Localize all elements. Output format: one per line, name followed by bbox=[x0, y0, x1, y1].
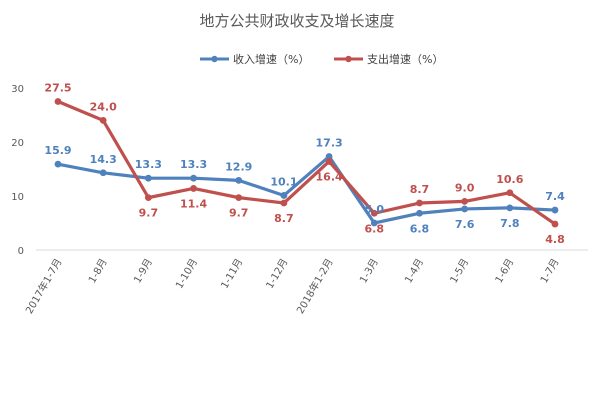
data-label: 9.7 bbox=[139, 207, 159, 220]
data-point bbox=[235, 194, 243, 202]
data-point bbox=[551, 220, 559, 228]
x-tick-label: 1-6月 bbox=[493, 257, 517, 286]
x-tick-label: 2018年1-2月 bbox=[294, 256, 336, 316]
data-label: 10.1 bbox=[270, 175, 297, 188]
legend-marker-expense bbox=[345, 55, 352, 63]
data-point bbox=[416, 209, 423, 217]
data-point bbox=[551, 206, 559, 214]
x-tick-label: 1-8月 bbox=[86, 257, 110, 286]
x-tick-label: 1-7月 bbox=[538, 257, 562, 286]
data-point bbox=[144, 174, 152, 182]
data-label: 13.3 bbox=[180, 158, 207, 171]
data-label: 12.9 bbox=[225, 160, 252, 173]
data-label: 8.7 bbox=[410, 183, 430, 196]
data-point bbox=[280, 199, 288, 207]
data-label: 7.8 bbox=[500, 217, 520, 230]
data-point bbox=[416, 199, 423, 207]
data-point bbox=[99, 169, 107, 177]
x-tick-label: 1-9月 bbox=[131, 257, 155, 286]
data-label: 15.9 bbox=[44, 144, 71, 157]
y-tick-label: 10 bbox=[11, 192, 24, 203]
data-label: 10.6 bbox=[496, 173, 523, 186]
y-tick-label: 30 bbox=[11, 84, 24, 95]
x-tick-label: 1-4月 bbox=[402, 257, 426, 286]
data-label: 6.8 bbox=[410, 222, 430, 235]
chart-title: 地方公共财政收支及增长速度 bbox=[199, 12, 394, 30]
data-label: 17.3 bbox=[316, 137, 343, 150]
data-point bbox=[370, 219, 378, 227]
data-label: 6.8 bbox=[365, 222, 385, 235]
data-point bbox=[235, 176, 243, 184]
data-label: 11.4 bbox=[180, 197, 207, 210]
legend-label-income: 收入增速（%） bbox=[233, 52, 309, 66]
data-label: 9.7 bbox=[229, 207, 249, 220]
data-point bbox=[190, 185, 197, 192]
data-label: 7.4 bbox=[545, 190, 565, 203]
data-label: 16.4 bbox=[316, 170, 343, 183]
legend-label-expense: 支出增速（%） bbox=[367, 52, 443, 66]
data-point bbox=[325, 153, 333, 160]
data-point bbox=[370, 209, 378, 217]
x-tick-label: 1-5月 bbox=[448, 257, 472, 286]
data-point bbox=[461, 198, 469, 205]
data-label: 14.3 bbox=[90, 153, 117, 166]
data-point bbox=[54, 98, 62, 105]
data-label: 8.7 bbox=[274, 212, 294, 225]
data-label: 27.5 bbox=[44, 82, 71, 95]
series-line-1 bbox=[56, 99, 557, 226]
legend-marker-income bbox=[211, 55, 218, 63]
x-tick-label: 2017年1-7月 bbox=[22, 256, 64, 316]
data-point bbox=[280, 192, 288, 199]
data-point bbox=[190, 174, 197, 182]
x-tick-label: 1-3月 bbox=[357, 257, 381, 286]
data-point bbox=[144, 194, 152, 202]
y-tick-label: 0 bbox=[18, 246, 24, 257]
y-axis: 0 10 20 30 bbox=[11, 84, 24, 257]
data-point bbox=[99, 117, 107, 124]
data-label: 4.8 bbox=[545, 233, 565, 246]
data-point bbox=[325, 158, 333, 165]
data-label: 5.0 bbox=[365, 203, 385, 216]
data-label: 24.0 bbox=[90, 100, 117, 113]
data-label: 7.6 bbox=[455, 218, 475, 231]
y-tick-label: 20 bbox=[11, 138, 24, 149]
data-labels: 15.9 14.3 13.3 13.3 12.9 10.1 17.3 5.0 6.8 7.6 7.8… bbox=[44, 82, 565, 247]
data-point bbox=[506, 204, 514, 212]
legend: 收入增速（%） 支出增速（%） bbox=[200, 52, 443, 66]
data-point bbox=[506, 189, 514, 197]
data-point bbox=[461, 205, 469, 213]
x-tick-label: 1-10月 bbox=[173, 257, 200, 291]
series-layer bbox=[54, 98, 559, 228]
data-point bbox=[54, 160, 62, 168]
series-line-0 bbox=[56, 154, 557, 225]
data-label: 9.0 bbox=[455, 181, 475, 194]
x-tick-label: 1-12月 bbox=[264, 257, 291, 291]
data-label: 13.3 bbox=[135, 158, 162, 171]
x-tick-label: 1-11月 bbox=[219, 257, 246, 291]
x-axis: 2017年1-7月 1-8月 1-9月 1-10月 1-11月 1-12月 2018年1-2… bbox=[22, 256, 561, 316]
